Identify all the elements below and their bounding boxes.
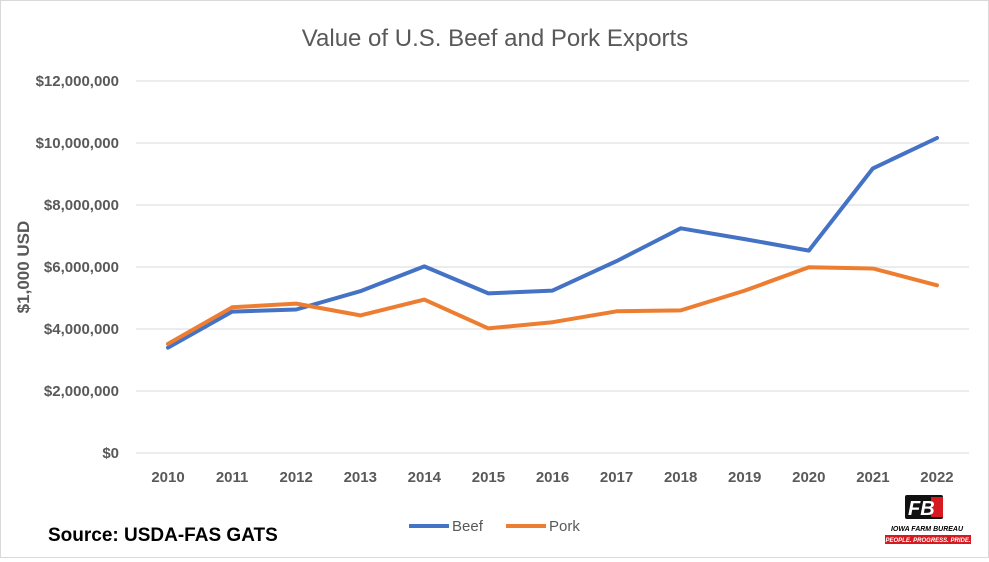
y-tick-label: $10,000,000 <box>36 135 119 152</box>
x-tick-label: 2016 <box>536 469 569 486</box>
source-note: Source: USDA-FAS GATS <box>48 525 278 546</box>
legend: Beef Pork <box>409 518 580 535</box>
x-tick-label: 2015 <box>472 469 505 486</box>
x-tick-label: 2017 <box>600 469 633 486</box>
x-tick-label: 2020 <box>792 469 825 486</box>
chart-title: Value of U.S. Beef and Pork Exports <box>302 25 688 52</box>
x-tick-label: 2019 <box>728 469 761 486</box>
farm-bureau-logo: FB IOWA FARM BUREAU PEOPLE. PROGRESS. PR… <box>885 495 971 544</box>
series-lines <box>168 138 937 348</box>
series-line-pork <box>168 267 937 344</box>
legend-label-pork: Pork <box>549 518 580 535</box>
y-tick-label: $0 <box>102 445 119 462</box>
x-tick-label: 2013 <box>344 469 377 486</box>
y-axis-ticks: $0 $2,000,000 $4,000,000 $6,000,000 $8,000,0… <box>36 73 119 462</box>
x-tick-label: 2012 <box>280 469 313 486</box>
x-tick-label: 2010 <box>151 469 184 486</box>
logo-name: IOWA FARM BUREAU <box>891 526 964 533</box>
y-tick-label: $4,000,000 <box>44 321 119 338</box>
x-axis-ticks: 2010 2011 2012 2013 2014 2015 2016 2017 2018 2019… <box>151 469 953 486</box>
x-tick-label: 2018 <box>664 469 697 486</box>
y-tick-label: $12,000,000 <box>36 73 119 90</box>
y-tick-label: $8,000,000 <box>44 197 119 214</box>
x-tick-label: 2011 <box>216 469 249 486</box>
y-tick-label: $2,000,000 <box>44 383 119 400</box>
legend-label-beef: Beef <box>452 518 484 535</box>
logo-tagline: PEOPLE. PROGRESS. PRIDE. <box>885 538 970 544</box>
x-tick-label: 2021 <box>856 469 889 486</box>
series-line-beef <box>168 138 937 348</box>
logo-mark-letters: FB <box>908 498 935 520</box>
x-tick-label: 2014 <box>408 469 442 486</box>
y-tick-label: $6,000,000 <box>44 259 119 276</box>
x-tick-label: 2022 <box>920 469 953 486</box>
y-axis-label: $1,000 USD <box>14 221 33 314</box>
